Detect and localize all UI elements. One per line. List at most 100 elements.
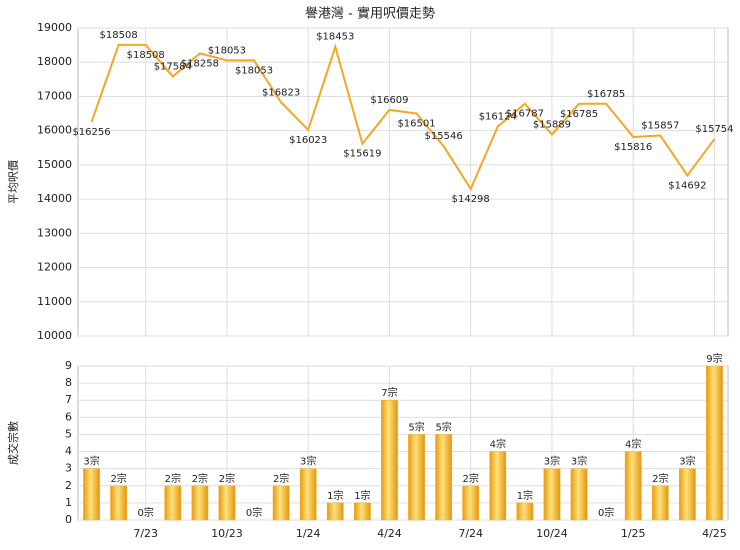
data-label: 2宗 — [110, 472, 126, 485]
data-label: $16023 — [289, 135, 327, 146]
x-tick-label: 4/24 — [377, 527, 402, 540]
data-label: 1宗 — [354, 489, 370, 502]
data-label: 2宗 — [463, 472, 479, 485]
data-label: 3宗 — [679, 455, 695, 468]
bar — [381, 399, 398, 521]
data-label: 0宗 — [598, 506, 614, 519]
data-label: $15754 — [695, 124, 733, 135]
data-label: 2宗 — [652, 472, 668, 485]
bar — [435, 434, 452, 521]
data-label: $16501 — [397, 119, 435, 130]
y-tick-label: 17000 — [37, 89, 72, 102]
data-label: 5宗 — [435, 420, 451, 433]
y-tick-label: 10000 — [37, 329, 72, 342]
y-tick-label: 9 — [65, 359, 72, 372]
data-label: 2宗 — [165, 472, 181, 485]
y-tick-label: 6 — [65, 410, 72, 423]
chart-title: 譽港灣 - 實用呎價走勢 — [305, 6, 435, 22]
y-tick-label: 18000 — [37, 55, 72, 68]
data-label: $18053 — [235, 65, 273, 76]
data-label: $18258 — [181, 58, 219, 69]
data-label: $15546 — [425, 131, 463, 142]
data-label: $16785 — [587, 89, 625, 100]
data-label: 0宗 — [138, 506, 154, 519]
bar — [164, 485, 182, 521]
y-tick-label: 0 — [65, 513, 72, 526]
y-tick-label: 1 — [65, 496, 72, 509]
bar — [354, 502, 371, 521]
x-tick-label: 10/23 — [211, 527, 243, 540]
data-label: $16787 — [506, 109, 544, 120]
data-label: 1宗 — [327, 489, 343, 502]
data-label: $16785 — [560, 109, 598, 120]
data-label: $14298 — [452, 194, 490, 205]
data-label: $16823 — [262, 88, 300, 99]
data-label: 2宗 — [219, 472, 235, 485]
bar — [218, 485, 236, 521]
data-label: 1宗 — [517, 489, 533, 502]
bar — [83, 468, 100, 521]
bar — [272, 485, 290, 521]
bar — [110, 485, 127, 521]
y-tick-label: 8 — [65, 376, 72, 389]
bar — [299, 468, 317, 521]
data-label: 2宗 — [192, 472, 208, 485]
plot-area — [77, 365, 729, 521]
y-tick-label: 13000 — [37, 226, 72, 239]
data-label: $16609 — [370, 95, 408, 106]
plot-area — [77, 27, 729, 337]
line — [90, 43, 716, 192]
data-label: $18053 — [208, 45, 246, 56]
y-axis-label: 成交宗數 — [6, 421, 20, 465]
data-label: 3宗 — [300, 455, 316, 468]
x-tick-label: 1/24 — [296, 527, 321, 540]
x-tick-label: 7/24 — [458, 527, 483, 540]
data-label: 3宗 — [83, 455, 99, 468]
bar — [706, 365, 723, 521]
bar — [570, 468, 588, 521]
data-label: $15889 — [533, 119, 571, 130]
bar — [651, 485, 669, 521]
bar — [191, 485, 209, 521]
y-tick-label: 11000 — [37, 295, 72, 308]
data-label: 7宗 — [381, 386, 397, 399]
bar — [462, 485, 480, 521]
bar — [679, 468, 696, 521]
x-tick-label: 4/25 — [702, 527, 727, 540]
x-tick-label: 7/23 — [133, 527, 158, 540]
data-label: 3宗 — [571, 455, 587, 468]
data-label: 2宗 — [273, 472, 289, 485]
y-tick-label: 5 — [65, 427, 72, 440]
y-tick-label: 15000 — [37, 158, 72, 171]
bar — [408, 434, 425, 521]
bar — [543, 468, 561, 521]
data-label: $18508 — [127, 50, 165, 61]
data-label: 5宗 — [408, 420, 424, 433]
data-label: $16124 — [479, 111, 517, 122]
data-label: 4宗 — [490, 438, 506, 451]
data-label: 9宗 — [706, 352, 722, 365]
y-tick-label: 12000 — [37, 261, 72, 274]
data-label: 0宗 — [246, 506, 262, 519]
y-tick-label: 14000 — [37, 192, 72, 205]
data-label: $18453 — [316, 32, 354, 43]
y-tick-label: 3 — [65, 462, 72, 475]
bar — [516, 502, 534, 521]
bar — [489, 451, 507, 521]
y-tick-label: 7 — [65, 393, 72, 406]
data-label: 3宗 — [544, 455, 560, 468]
data-label: $15816 — [614, 142, 652, 153]
y-tick-label: 2 — [65, 479, 72, 492]
y-tick-label: 4 — [65, 445, 72, 458]
bar — [326, 502, 344, 521]
data-label: $15619 — [343, 149, 381, 160]
x-tick-label: 1/25 — [621, 527, 646, 540]
y-tick-label: 19000 — [37, 21, 72, 34]
data-label: $14692 — [668, 180, 706, 191]
data-label: $17584 — [154, 61, 192, 72]
y-axis-label: 平均呎價 — [6, 160, 20, 204]
data-label: $18508 — [100, 30, 138, 41]
bar — [624, 451, 642, 521]
y-tick-label: 16000 — [37, 124, 72, 137]
